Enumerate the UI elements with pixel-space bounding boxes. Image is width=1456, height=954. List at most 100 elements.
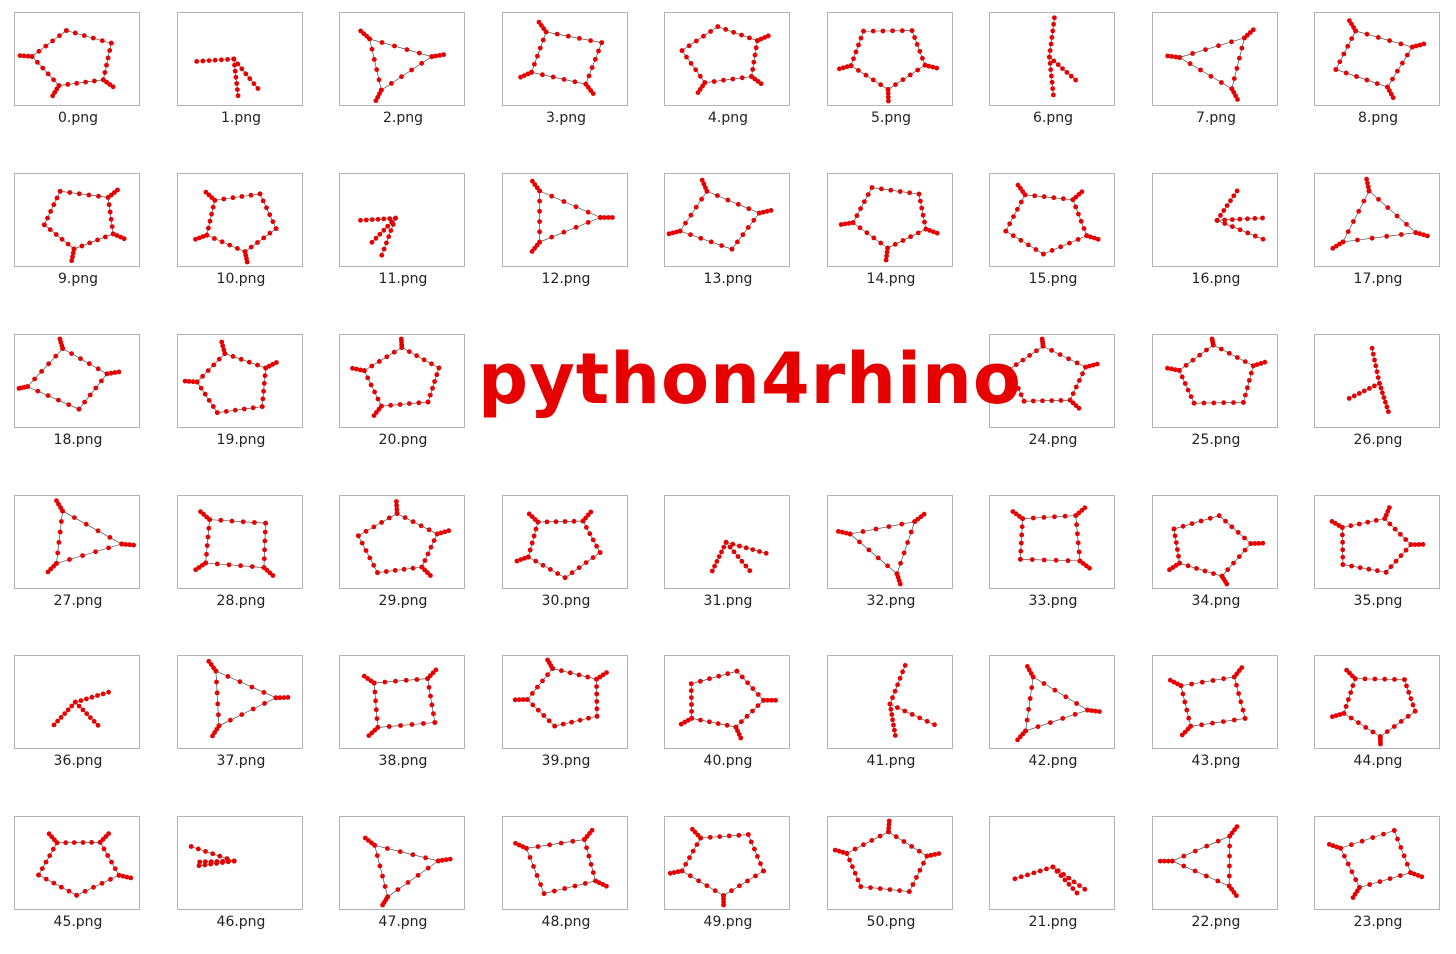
image-thumbnail[interactable] [177, 816, 303, 910]
file-tile[interactable]: 30.png [488, 483, 651, 633]
file-tile[interactable]: 10.png [163, 161, 326, 311]
file-tile[interactable]: 23.png [1300, 804, 1456, 954]
file-tile[interactable]: 18.png [0, 322, 163, 472]
file-tile[interactable]: 34.png [1138, 483, 1301, 633]
file-tile[interactable]: 37.png [163, 643, 326, 793]
file-tile[interactable]: 39.png [488, 643, 651, 793]
file-tile[interactable]: 8.png [1300, 0, 1456, 150]
image-thumbnail[interactable] [989, 816, 1115, 910]
file-tile[interactable]: 4.png [650, 0, 813, 150]
file-tile[interactable]: 28.png [163, 483, 326, 633]
file-tile[interactable]: 12.png [488, 161, 651, 311]
image-thumbnail[interactable] [339, 655, 465, 749]
file-tile[interactable]: 43.png [1138, 643, 1301, 793]
file-tile[interactable]: 26.png [1300, 322, 1456, 472]
image-thumbnail[interactable] [1314, 12, 1440, 106]
image-thumbnail[interactable] [664, 495, 790, 589]
file-tile[interactable]: 46.png [163, 804, 326, 954]
image-thumbnail[interactable] [1152, 173, 1278, 267]
file-tile[interactable]: 47.png [325, 804, 488, 954]
image-thumbnail[interactable] [989, 173, 1115, 267]
image-thumbnail[interactable] [1152, 334, 1278, 428]
file-tile[interactable]: 15.png [975, 161, 1138, 311]
file-tile[interactable]: 49.png [650, 804, 813, 954]
image-thumbnail[interactable] [502, 495, 628, 589]
file-tile[interactable]: 40.png [650, 643, 813, 793]
file-tile[interactable]: 17.png [1300, 161, 1456, 311]
file-tile[interactable]: 25.png [1138, 322, 1301, 472]
image-thumbnail[interactable] [827, 12, 953, 106]
file-tile[interactable]: 16.png [1138, 161, 1301, 311]
image-thumbnail[interactable] [1152, 816, 1278, 910]
image-thumbnail[interactable] [339, 816, 465, 910]
image-thumbnail[interactable] [1314, 655, 1440, 749]
file-tile[interactable]: 11.png [325, 161, 488, 311]
image-thumbnail[interactable] [1314, 495, 1440, 589]
file-tile[interactable]: 21.png [975, 804, 1138, 954]
image-thumbnail[interactable] [14, 334, 140, 428]
image-thumbnail[interactable] [14, 655, 140, 749]
image-thumbnail[interactable] [1314, 173, 1440, 267]
image-thumbnail[interactable] [1152, 495, 1278, 589]
file-tile[interactable]: 45.png [0, 804, 163, 954]
image-thumbnail[interactable] [989, 655, 1115, 749]
image-thumbnail[interactable] [177, 173, 303, 267]
file-tile[interactable]: 35.png [1300, 483, 1456, 633]
file-tile[interactable]: 1.png [163, 0, 326, 150]
file-tile[interactable]: 20.png [325, 322, 488, 472]
image-thumbnail[interactable] [1314, 816, 1440, 910]
image-thumbnail[interactable] [664, 816, 790, 910]
file-tile[interactable]: 31.png [650, 483, 813, 633]
image-thumbnail[interactable] [339, 173, 465, 267]
file-tile[interactable]: 2.png [325, 0, 488, 150]
image-thumbnail[interactable] [827, 655, 953, 749]
file-tile[interactable]: 38.png [325, 643, 488, 793]
file-tile[interactable]: 0.png [0, 0, 163, 150]
file-tile[interactable]: 48.png [488, 804, 651, 954]
file-tile[interactable]: 41.png [813, 643, 976, 793]
image-thumbnail[interactable] [1314, 334, 1440, 428]
image-thumbnail[interactable] [339, 495, 465, 589]
file-tile[interactable]: 36.png [0, 643, 163, 793]
image-thumbnail[interactable] [177, 334, 303, 428]
image-thumbnail[interactable] [827, 816, 953, 910]
image-thumbnail[interactable] [14, 173, 140, 267]
file-tile[interactable]: 5.png [813, 0, 976, 150]
file-tile[interactable]: 13.png [650, 161, 813, 311]
file-tile[interactable]: 29.png [325, 483, 488, 633]
image-thumbnail[interactable] [989, 495, 1115, 589]
file-tile[interactable]: 3.png [488, 0, 651, 150]
image-thumbnail[interactable] [1152, 655, 1278, 749]
file-tile[interactable]: 27.png [0, 483, 163, 633]
image-thumbnail[interactable] [1152, 12, 1278, 106]
image-thumbnail[interactable] [502, 816, 628, 910]
file-tile[interactable]: 14.png [813, 161, 976, 311]
file-tile[interactable]: 42.png [975, 643, 1138, 793]
file-tile[interactable]: 32.png [813, 483, 976, 633]
file-tile[interactable]: 6.png [975, 0, 1138, 150]
image-thumbnail[interactable] [177, 655, 303, 749]
image-thumbnail[interactable] [14, 495, 140, 589]
image-thumbnail[interactable] [339, 334, 465, 428]
image-thumbnail[interactable] [177, 495, 303, 589]
image-thumbnail[interactable] [502, 655, 628, 749]
file-tile[interactable]: 22.png [1138, 804, 1301, 954]
image-thumbnail[interactable] [339, 12, 465, 106]
file-tile[interactable]: 50.png [813, 804, 976, 954]
file-tile[interactable]: 9.png [0, 161, 163, 311]
image-thumbnail[interactable] [502, 173, 628, 267]
image-thumbnail[interactable] [502, 12, 628, 106]
image-thumbnail[interactable] [14, 816, 140, 910]
image-thumbnail[interactable] [989, 12, 1115, 106]
file-tile[interactable]: 33.png [975, 483, 1138, 633]
image-thumbnail[interactable] [14, 12, 140, 106]
file-tile[interactable]: 44.png [1300, 643, 1456, 793]
image-thumbnail[interactable] [664, 173, 790, 267]
image-thumbnail[interactable] [664, 655, 790, 749]
image-thumbnail[interactable] [664, 12, 790, 106]
image-thumbnail[interactable] [827, 173, 953, 267]
image-thumbnail[interactable] [177, 12, 303, 106]
file-tile[interactable]: 19.png [163, 322, 326, 472]
file-tile[interactable]: 7.png [1138, 0, 1301, 150]
image-thumbnail[interactable] [827, 495, 953, 589]
